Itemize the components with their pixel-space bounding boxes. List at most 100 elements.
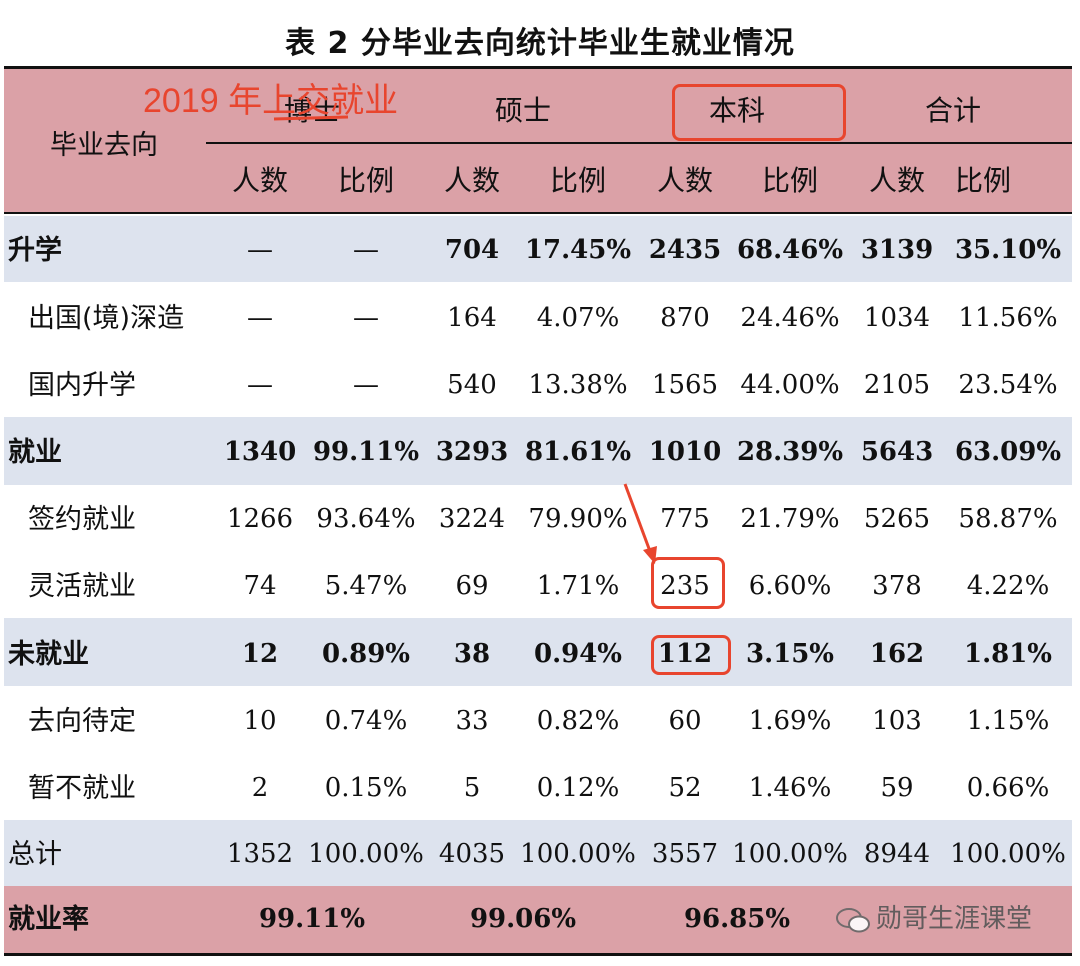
row-label: 就业 [8, 437, 62, 468]
sub-header: 比例 [337, 164, 395, 197]
annotation-strike-icon [273, 115, 349, 121]
table-cell: 60 [668, 706, 702, 736]
row-label: 出国(境)深造 [28, 303, 185, 334]
sub-header: 比例 [549, 164, 607, 197]
table-cell: 3224 [438, 504, 506, 534]
row-header-label: 毕业去向 [50, 130, 158, 161]
rate-phd: 99.11% [258, 904, 366, 934]
table-cell: 63.09% [954, 437, 1062, 467]
arrow-icon [623, 483, 657, 564]
table-cell: 4.07% [536, 303, 620, 333]
table-cell: 0.74% [324, 706, 408, 736]
table-cell: 21.79% [740, 504, 840, 534]
watermark: 勋哥生涯课堂 [836, 898, 1032, 935]
table-cell: 1565 [651, 370, 719, 400]
table-cell: 1034 [863, 303, 931, 333]
table-cell: 704 [444, 235, 500, 265]
table-header [4, 68, 1072, 214]
table-cell: 0.89% [321, 639, 411, 669]
row-label: 去向待定 [28, 706, 136, 737]
handwritten-annotation: 2019 年上交就业 [143, 82, 399, 120]
table-cell: 162 [869, 639, 925, 669]
table-cell: — [247, 303, 273, 333]
table-cell: 69 [455, 571, 489, 601]
row-band [4, 216, 1072, 282]
table-cell: 33 [455, 706, 489, 736]
table-cell: 2105 [863, 370, 931, 400]
highlight-box-235 [651, 557, 725, 609]
table-cell: 81.61% [524, 437, 632, 467]
table-cell: 10 [243, 706, 277, 736]
table-cell: 59 [880, 773, 914, 803]
sub-header: 人数 [443, 164, 501, 197]
rate-bachelor: 96.85% [683, 904, 791, 934]
group-header-bachelor: 本科 [708, 94, 766, 127]
sub-header: 比例 [954, 164, 1012, 197]
table-cell: 35.10% [954, 235, 1062, 265]
table-cell: 68.46% [736, 235, 844, 265]
table-cell: 99.11% [312, 437, 420, 467]
row-label: 未就业 [8, 639, 89, 670]
highlight-box-112 [651, 635, 731, 675]
table-cell: 5 [463, 773, 481, 803]
group-header-master: 硕士 [494, 94, 552, 127]
table-cell: 13.38% [528, 370, 628, 400]
table-cell: 3557 [651, 839, 719, 869]
table-cell: 100.00% [520, 839, 636, 869]
table-cell: — [353, 235, 379, 265]
table-cell: 2435 [648, 235, 722, 265]
group-header-total: 合计 [924, 94, 982, 127]
sub-header: 人数 [231, 164, 289, 197]
table-cell: 1266 [226, 504, 294, 534]
row-label: 暂不就业 [28, 773, 136, 804]
sub-header: 人数 [656, 164, 714, 197]
table-cell: 3139 [860, 235, 934, 265]
table-cell: 1.15% [966, 706, 1050, 736]
table-cell: 3.15% [745, 639, 835, 669]
row-label: 就业率 [8, 904, 89, 935]
table-cell: 52 [668, 773, 702, 803]
row-label: 灵活就业 [28, 571, 136, 602]
table-cell: 1.71% [536, 571, 620, 601]
table-cell: 1010 [648, 437, 722, 467]
table-cell: 11.56% [958, 303, 1058, 333]
table-cell: 38 [453, 639, 491, 669]
table-cell: 1.69% [748, 706, 832, 736]
table-cell: 28.39% [736, 437, 844, 467]
table-cell: 870 [660, 303, 710, 333]
table-cell: 100.00% [732, 839, 848, 869]
table-cell: 4035 [438, 839, 506, 869]
table-cell: 8944 [863, 839, 931, 869]
table-cell: 12 [241, 639, 279, 669]
header-bottom-rule [4, 212, 1072, 214]
table-cell: 103 [872, 706, 922, 736]
bottom-rule [4, 953, 1072, 956]
table-cell: 0.66% [966, 773, 1050, 803]
table-cell: 23.54% [958, 370, 1058, 400]
table-cell: 235 [660, 571, 710, 601]
table-cell: 17.45% [524, 235, 632, 265]
table-cell: 1352 [226, 839, 294, 869]
table-cell: 775 [660, 504, 710, 534]
table-cell: 100.00% [950, 839, 1066, 869]
row-label: 国内升学 [28, 370, 136, 401]
table-cell: 6.60% [748, 571, 832, 601]
table-cell: 1340 [223, 437, 297, 467]
table-cell: 378 [872, 571, 922, 601]
row-band [4, 417, 1072, 485]
table-cell: 5265 [863, 504, 931, 534]
wechat-icon [836, 907, 870, 933]
table-cell: — [247, 370, 273, 400]
table-cell: 79.90% [528, 504, 628, 534]
header-inner-rule [206, 142, 1072, 144]
table-cell: 4.22% [966, 571, 1050, 601]
table-cell: 5643 [860, 437, 934, 467]
table-title: 表 2 分毕业去向统计毕业生就业情况 [285, 26, 795, 61]
table-cell: — [247, 235, 273, 265]
rate-row-band [4, 886, 1072, 954]
table-cell: 0.94% [533, 639, 623, 669]
table-cell: 1.46% [748, 773, 832, 803]
table-cell: — [353, 303, 379, 333]
table-cell: 0.82% [536, 706, 620, 736]
top-rule [4, 66, 1072, 69]
